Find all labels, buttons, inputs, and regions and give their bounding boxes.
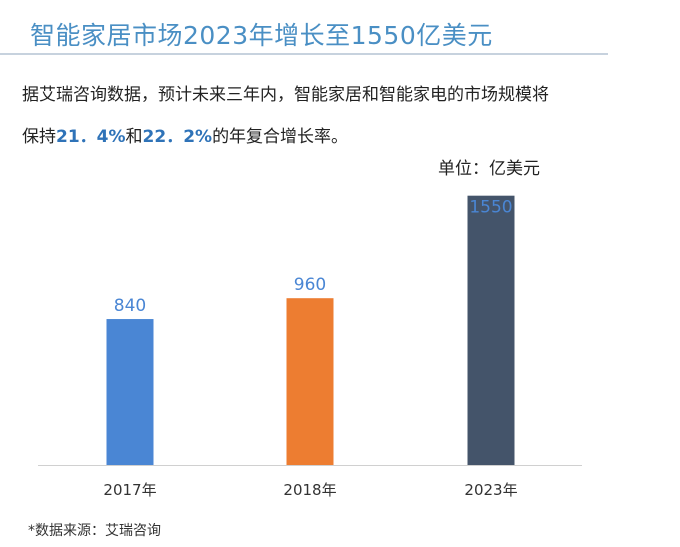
x-tick-label: 2018年	[283, 481, 336, 499]
description-suffix: 的年复合增长率。	[212, 127, 349, 147]
description-line-2: 保持21．4%和22．2%的年复合增长率。	[22, 116, 672, 158]
description: 据艾瑞咨询数据，预计未来三年内，智能家居和智能家电的市场规模将 保持21．4%和…	[22, 74, 672, 158]
growth-rate-2: 22．2%	[142, 127, 213, 147]
growth-rate-1: 21．4%	[56, 127, 126, 147]
data-label: 1550	[469, 198, 512, 218]
description-prefix: 保持	[22, 127, 56, 147]
data-label: 960	[294, 275, 326, 295]
title-divider	[0, 53, 608, 55]
bar-2023年	[467, 195, 515, 465]
description-mid: 和	[125, 127, 143, 147]
unit-label: 单位：亿美元	[438, 159, 540, 179]
x-tick-label: 2017年	[103, 481, 156, 499]
bar-2018年	[286, 298, 334, 465]
bar-2017年	[106, 319, 154, 465]
description-line-1: 据艾瑞咨询数据，预计未来三年内，智能家居和智能家电的市场规模将	[22, 85, 549, 105]
x-tick-label: 2023年	[464, 481, 517, 499]
page-title: 智能家居市场2023年增长至1550亿美元	[30, 21, 493, 50]
data-label: 840	[114, 296, 146, 316]
source-footnote: *数据来源：艾瑞咨询	[28, 523, 161, 539]
